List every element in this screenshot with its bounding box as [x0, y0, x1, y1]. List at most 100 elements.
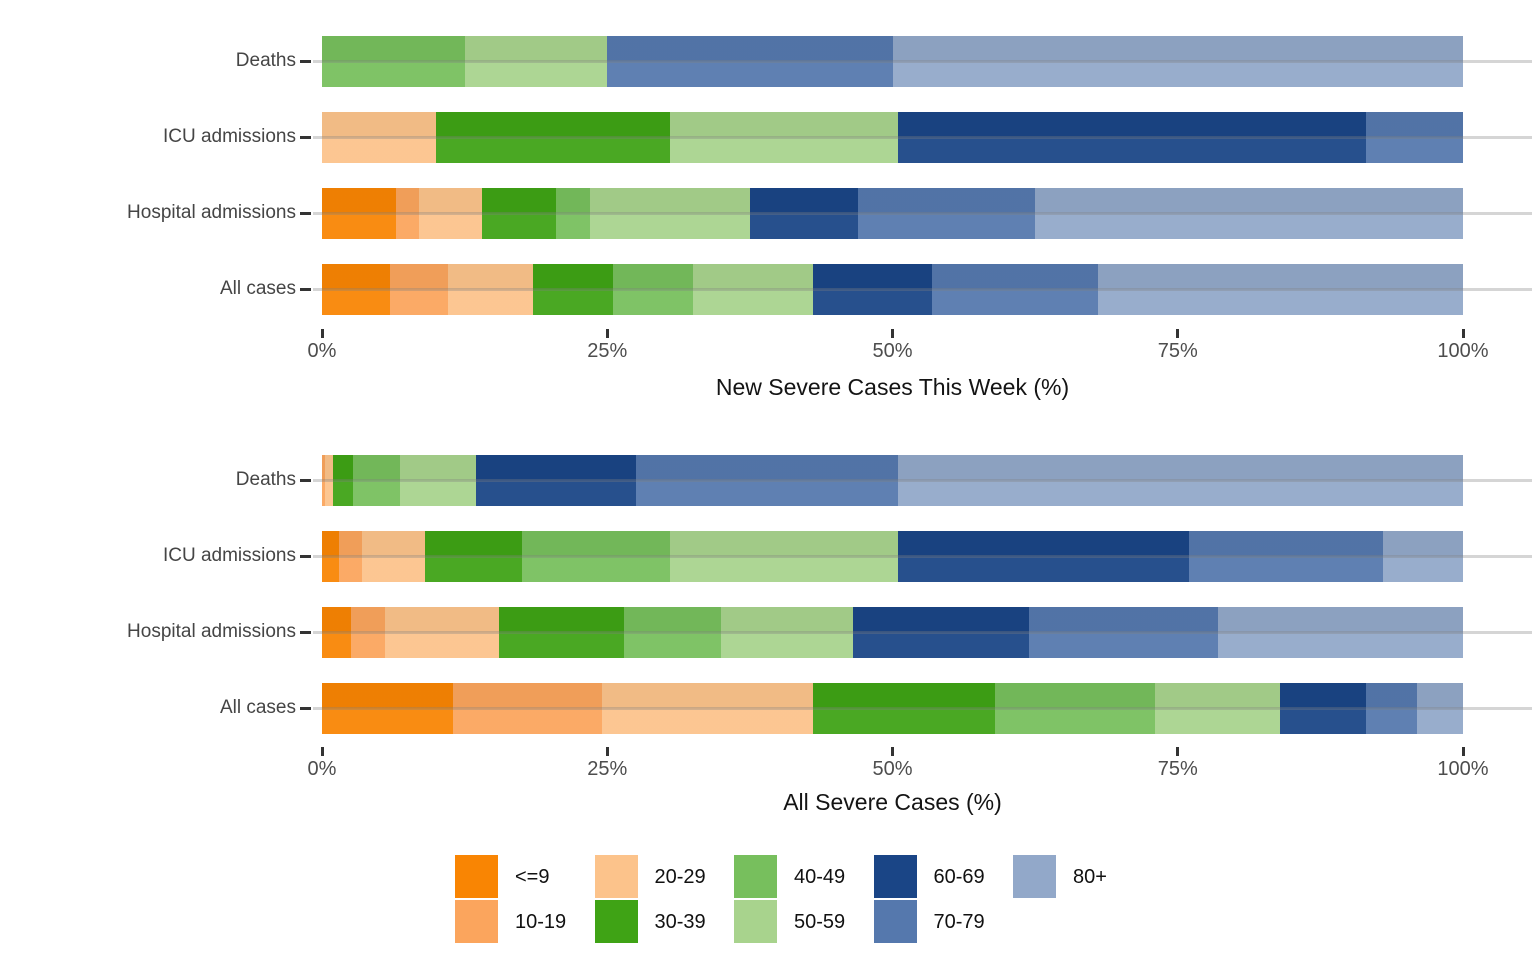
bar-segment-20-29 [361, 530, 425, 582]
legend-swatch-50-59 [734, 900, 777, 943]
legend-label-40-49: 40-49 [794, 865, 846, 888]
x-axis-tick-label: 100% [1437, 758, 1489, 780]
bar-segment-10-19 [350, 606, 385, 658]
bar-segment-le9 [322, 263, 391, 315]
x-axis-tick [1176, 329, 1180, 338]
legend-label-10-19: 10-19 [515, 910, 567, 933]
bar-segment-40-49 [555, 187, 591, 239]
bar-segment-70-79 [1189, 530, 1384, 582]
bar-segment-30-39 [424, 530, 522, 582]
category-label-icu-admissions: ICU admissions [162, 545, 296, 566]
category-label-all-cases: All cases [219, 697, 296, 718]
bar-segment-40-49 [521, 530, 670, 582]
bar-segment-60-69 [898, 530, 1190, 582]
legend-swatch-20-29 [594, 855, 638, 898]
category-label-hospital-admissions: Hospital admissions [127, 202, 296, 223]
bar-segment-le9 [322, 187, 397, 239]
bar-segment-60-69 [749, 187, 859, 239]
bar-segment-70-79 [607, 35, 893, 87]
bar-segment-20-29 [418, 187, 482, 239]
gridline [313, 706, 1532, 710]
y-axis-tick [300, 554, 311, 558]
bar-segment-30-39 [436, 111, 670, 163]
bar-segment-30-39 [481, 187, 556, 239]
x-axis-tick-label: 25% [587, 758, 628, 780]
gridline [313, 211, 1532, 215]
legend-swatch-70-79 [873, 900, 917, 943]
bar-segment-80plus [1035, 187, 1463, 239]
bar-segment-10-19 [322, 454, 326, 506]
category-label-deaths: Deaths [235, 50, 296, 71]
bar-segment-30-39 [812, 682, 996, 734]
legend-label-80plus: 80+ [1073, 865, 1107, 888]
bar-segment-10-19 [453, 682, 602, 734]
x-axis-tick-label: 75% [1157, 340, 1198, 362]
x-axis-tick [1461, 329, 1465, 338]
y-axis-tick [300, 287, 311, 291]
bar-segment-70-79 [1365, 682, 1418, 734]
legend-swatch-80plus [1013, 855, 1056, 898]
x-axis-tick [1176, 747, 1180, 756]
bar-segment-50-59 [399, 454, 476, 506]
legend-label-le9: <=9 [515, 865, 550, 888]
y-axis-tick [300, 211, 311, 215]
bar-segment-80plus [1217, 606, 1463, 658]
bar-segment-40-49 [612, 263, 693, 315]
bar-segment-50-59 [1154, 682, 1281, 734]
bar-segment-le9 [322, 606, 351, 658]
bar-segment-40-49 [322, 35, 465, 87]
bar-segment-20-29 [601, 682, 813, 734]
x-axis-tick-label: 25% [587, 340, 628, 362]
bar-segment-30-39 [533, 263, 613, 315]
y-axis-tick [300, 478, 311, 482]
bar-segment-40-49 [352, 454, 400, 506]
x-axis-tick-label: 50% [872, 340, 913, 362]
legend-swatch-30-39 [594, 900, 638, 943]
legend-label-60-69: 60-69 [933, 865, 985, 888]
bar-segment-50-59 [721, 606, 853, 658]
bar-segment-50-59 [464, 35, 608, 87]
bar-segment-80plus [892, 35, 1463, 87]
gridline [313, 135, 1532, 139]
bar-segment-le9 [322, 682, 454, 734]
x-axis-tick [891, 747, 894, 756]
category-label-all-cases: All cases [219, 278, 296, 299]
bar-segment-50-59 [669, 111, 899, 163]
x-axis-tick [891, 329, 894, 338]
y-axis-tick [300, 630, 311, 634]
bar-segment-80plus [898, 454, 1463, 506]
bar-segment-le9 [322, 530, 340, 582]
bar-segment-20-29 [322, 111, 437, 163]
gridline [313, 59, 1532, 63]
bar-segment-10-19 [396, 187, 419, 239]
bar-segment-60-69 [1280, 682, 1366, 734]
bar-segment-50-59 [590, 187, 750, 239]
gridline [313, 554, 1532, 558]
bar-segment-70-79 [858, 187, 1036, 239]
bar-segment-70-79 [1029, 606, 1218, 658]
x-axis-title-bottom: All Severe Cases (%) [783, 789, 1002, 815]
y-axis-tick [300, 59, 311, 63]
legend-label-20-29: 20-29 [654, 865, 706, 888]
bar-segment-50-59 [669, 530, 899, 582]
legend-label-30-39: 30-39 [654, 910, 706, 933]
bar-segment-80plus [1417, 682, 1463, 734]
x-axis-title-top: New Severe Cases This Week (%) [715, 374, 1070, 400]
bar-segment-20-29 [325, 454, 334, 506]
gridline [313, 630, 1532, 634]
bar-segment-60-69 [898, 111, 1366, 163]
x-axis-tick-label: 100% [1437, 340, 1489, 362]
legend-swatch-10-19 [455, 900, 498, 943]
x-axis-tick [1461, 747, 1465, 756]
x-axis-tick-label: 75% [1157, 758, 1198, 780]
legend-label-50-59: 50-59 [794, 910, 846, 933]
bar-segment-80plus [1383, 530, 1463, 582]
bar-segment-20-29 [447, 263, 534, 315]
x-axis-tick-label: 0% [307, 340, 337, 362]
bar-segment-30-39 [498, 606, 625, 658]
category-label-hospital-admissions: Hospital admissions [127, 621, 296, 642]
category-label-icu-admissions: ICU admissions [162, 126, 296, 147]
bar-segment-70-79 [1365, 111, 1463, 163]
bar-segment-50-59 [692, 263, 813, 315]
